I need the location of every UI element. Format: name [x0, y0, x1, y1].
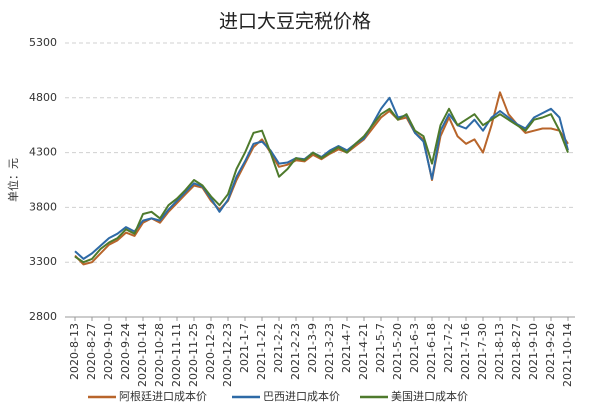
- legend-label: 巴西进口成本价: [263, 389, 340, 403]
- x-tick-label: 2020-9-10: [102, 323, 115, 380]
- y-tick-label: 5300: [29, 36, 57, 49]
- x-tick-label: 2021-4-21: [357, 323, 370, 380]
- y-tick-label: 2800: [29, 310, 57, 323]
- y-tick-label: 3800: [29, 200, 57, 213]
- x-tick-label: 2020-11-11: [170, 323, 183, 387]
- y-tick-label: 4300: [29, 146, 57, 159]
- x-tick-label: 2021-1-7: [238, 323, 251, 373]
- x-tick-label: 2021-6-18: [425, 323, 438, 380]
- x-tick-label: 2020-12-9: [204, 323, 217, 380]
- x-tick-label: 2021-2-2: [272, 323, 285, 373]
- series-line: [74, 91, 569, 266]
- x-tick-label: 2021-7-2: [442, 323, 455, 373]
- x-tick-label: 2020-9-24: [119, 323, 132, 380]
- x-tick-label: 2021-1-21: [255, 323, 268, 380]
- x-tick-label: 2020-10-14: [136, 323, 149, 387]
- legend-label: 美国进口成本价: [391, 389, 468, 403]
- y-tick-label: 4800: [29, 91, 57, 104]
- y-tick-label: 3300: [29, 255, 57, 268]
- series-line: [74, 107, 569, 264]
- x-tick-label: 2021-3-9: [306, 323, 319, 373]
- x-tick-label: 2020-8-13: [68, 323, 81, 380]
- x-tick-label: 2020-12-23: [221, 323, 234, 387]
- x-tick-label: 2020-11-25: [187, 323, 200, 387]
- x-tick-label: 2021-2-23: [289, 323, 302, 380]
- x-tick-label: 2021-8-27: [510, 323, 523, 380]
- x-tick-label: 2021-7-30: [476, 323, 489, 380]
- x-tick-label: 2021-8-13: [493, 323, 506, 380]
- legend-label: 阿根廷进口成本价: [119, 389, 207, 403]
- series-line: [74, 96, 569, 260]
- x-tick-label: 2021-7-16: [459, 323, 472, 380]
- chart-title: 进口大豆完税价格: [219, 11, 371, 33]
- y-axis-label: 单位：元: [6, 158, 20, 202]
- x-tick-label: 2020-10-28: [153, 323, 166, 387]
- x-tick-label: 2021-9-10: [527, 323, 540, 380]
- x-tick-label: 2021-5-20: [391, 323, 404, 380]
- x-tick-label: 2021-9-26: [544, 323, 557, 380]
- x-tick-label: 2021-4-7: [340, 323, 353, 373]
- x-tick-label: 2021-6-3: [408, 323, 421, 373]
- x-tick-label: 2021-10-14: [561, 323, 574, 387]
- x-tick-label: 2021-5-7: [374, 323, 387, 373]
- x-tick-label: 2021-3-23: [323, 323, 336, 380]
- x-tick-label: 2020-8-27: [85, 323, 98, 380]
